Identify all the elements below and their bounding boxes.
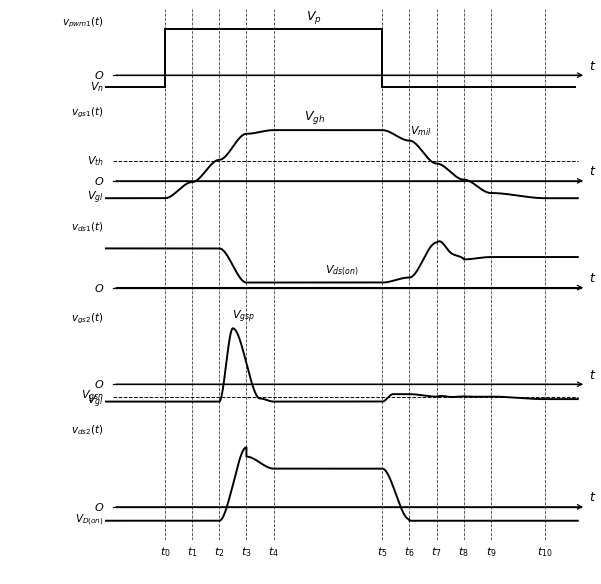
Text: $v_{gs2}(t)$: $v_{gs2}(t)$ <box>71 312 104 326</box>
Text: $t$: $t$ <box>589 60 596 74</box>
Text: $O$: $O$ <box>94 501 104 513</box>
Text: $O$: $O$ <box>94 281 104 294</box>
Text: $O$: $O$ <box>94 378 104 390</box>
Text: $O$: $O$ <box>94 69 104 81</box>
Text: $V_{ds(on)}$: $V_{ds(on)}$ <box>325 264 358 278</box>
Text: $t_1$: $t_1$ <box>187 545 197 559</box>
Text: $v_{ds2}(t)$: $v_{ds2}(t)$ <box>71 423 104 437</box>
Text: $t_2$: $t_2$ <box>214 545 225 559</box>
Text: $v_{gs1}(t)$: $v_{gs1}(t)$ <box>71 106 104 120</box>
Text: $t_3$: $t_3$ <box>241 545 252 559</box>
Text: $t$: $t$ <box>589 272 596 285</box>
Text: $V_{D(on)}$: $V_{D(on)}$ <box>75 513 104 529</box>
Text: $t$: $t$ <box>589 491 596 504</box>
Text: $V_{gl}$: $V_{gl}$ <box>87 190 104 206</box>
Text: $t_6$: $t_6$ <box>404 545 415 559</box>
Text: $t_5$: $t_5$ <box>377 545 388 559</box>
Text: $t$: $t$ <box>589 369 596 382</box>
Text: $O$: $O$ <box>94 175 104 187</box>
Text: $V_{gh}$: $V_{gh}$ <box>304 109 325 126</box>
Text: $t_4$: $t_4$ <box>268 545 279 559</box>
Text: $V_{gsp}$: $V_{gsp}$ <box>232 308 255 325</box>
Text: $t$: $t$ <box>589 165 596 178</box>
Text: $v_{pwm1}(t)$: $v_{pwm1}(t)$ <box>62 15 104 30</box>
Text: $t_0$: $t_0$ <box>160 545 170 559</box>
Text: $v_{ds1}(t)$: $v_{ds1}(t)$ <box>71 221 104 234</box>
Text: $t_7$: $t_7$ <box>432 545 442 559</box>
Text: $t_9$: $t_9$ <box>486 545 496 559</box>
Text: $V_{mil}$: $V_{mil}$ <box>409 124 431 138</box>
Text: $t_{10}$: $t_{10}$ <box>537 545 553 559</box>
Text: $V_{th}$: $V_{th}$ <box>87 154 104 168</box>
Text: $V_n$: $V_n$ <box>90 80 104 93</box>
Text: $V_{gsn}$: $V_{gsn}$ <box>81 388 104 405</box>
Text: $t_8$: $t_8$ <box>459 545 469 559</box>
Text: $V_{gl}$: $V_{gl}$ <box>87 394 104 410</box>
Text: $V_p$: $V_p$ <box>307 9 322 26</box>
